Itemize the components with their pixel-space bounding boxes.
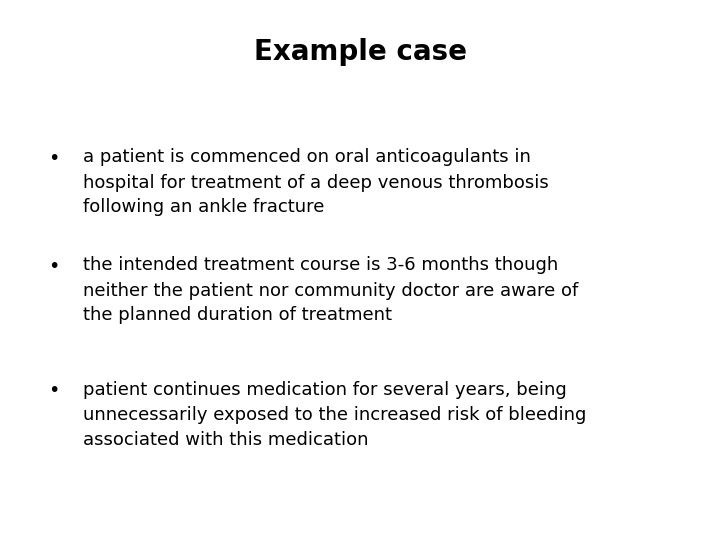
- Text: patient continues medication for several years, being
unnecessarily exposed to t: patient continues medication for several…: [83, 381, 586, 449]
- Text: •: •: [48, 256, 60, 275]
- Text: the intended treatment course is 3-6 months though
neither the patient nor commu: the intended treatment course is 3-6 mon…: [83, 256, 578, 325]
- Text: •: •: [48, 148, 60, 167]
- Text: Example case: Example case: [253, 38, 467, 66]
- Text: a patient is commenced on oral anticoagulants in
hospital for treatment of a dee: a patient is commenced on oral anticoagu…: [83, 148, 549, 217]
- Text: •: •: [48, 381, 60, 400]
